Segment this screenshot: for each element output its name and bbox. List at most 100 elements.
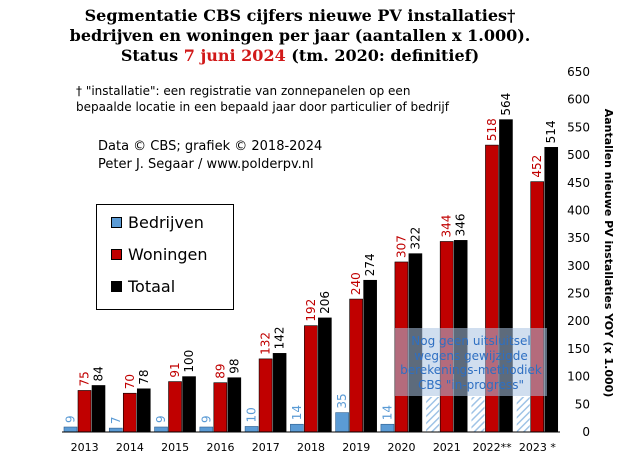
footnote-line-2: bepaalde locatie in een bepaald jaar doo… — [76, 100, 449, 114]
data-label-woningen-2022**: 518 — [485, 118, 499, 141]
x-tick-label-2022**: 2022** — [473, 441, 512, 454]
credit-line-1: Data © CBS; grafiek © 2018-2024 — [98, 139, 323, 154]
bar-totaal-2017 — [272, 353, 287, 433]
legend-swatch-bedrijven — [111, 217, 122, 228]
bar-bedrijven-2022**-unknown — [471, 397, 485, 432]
data-label-totaal-2021: 346 — [454, 213, 468, 236]
data-label-totaal-2022**: 564 — [499, 93, 513, 116]
y-tick-label-100: 100 — [567, 370, 590, 384]
bar-woningen-2015 — [168, 381, 182, 433]
chart-legend: Bedrijven Woningen Totaal — [96, 204, 234, 310]
bar-bedrijven-2019 — [335, 412, 349, 433]
data-label-bedrijven-2014: 7 — [109, 416, 123, 424]
data-label-woningen-2014: 70 — [123, 374, 137, 389]
bar-woningen-2018 — [304, 325, 318, 433]
bar-woningen-2014 — [122, 392, 137, 433]
legend-item-totaal: Totaal — [111, 277, 175, 296]
bar-totaal-2013 — [91, 385, 106, 433]
y-tick-label-400: 400 — [567, 203, 590, 217]
bar-bedrijven-2014 — [108, 427, 123, 433]
y-tick-label-600: 600 — [567, 93, 590, 107]
legend-item-woningen: Woningen — [111, 245, 208, 264]
legend-item-bedrijven: Bedrijven — [111, 213, 204, 232]
data-label-woningen-2021: 344 — [440, 215, 454, 238]
data-label-bedrijven-2015: 9 — [154, 415, 168, 423]
data-label-totaal-2013: 84 — [92, 366, 106, 381]
x-tick-label-2023 *: 2023 * — [519, 441, 556, 454]
bar-woningen-2019 — [349, 298, 363, 433]
y-tick-label-50: 50 — [575, 397, 590, 411]
chart-title-line-1: Segmentatie CBS cijfers nieuwe PV instal… — [84, 6, 516, 25]
data-label-totaal-2019: 274 — [363, 253, 377, 276]
legend-label-totaal: Totaal — [128, 277, 176, 296]
data-label-totaal-2015: 100 — [182, 350, 196, 373]
x-tick-label-2017: 2017 — [252, 441, 280, 454]
x-tick-label-2020: 2020 — [388, 441, 416, 454]
notice-line-4: CBS "in-progress" — [418, 377, 524, 392]
data-label-bedrijven-2018: 14 — [290, 405, 304, 420]
data-label-woningen-2020: 307 — [394, 235, 408, 258]
data-label-totaal-2014: 78 — [137, 370, 151, 385]
bar-bedrijven-2021-unknown — [426, 397, 440, 432]
title-status-date: 7 juni 2024 — [183, 46, 286, 65]
in-progress-notice: Nog geen uitsluitsel wegens gewijzigde b… — [395, 328, 547, 396]
notice-line-2: wegens gewijzigde — [414, 348, 528, 363]
data-label-bedrijven-2019: 35 — [335, 393, 349, 408]
title-status-suffix: (tm. 2020: definitief) — [291, 46, 480, 65]
bar-totaal-2015 — [182, 376, 196, 433]
y-tick-label-550: 550 — [567, 120, 590, 134]
data-label-woningen-2013: 75 — [78, 371, 92, 386]
bar-bedrijven-2016 — [199, 426, 214, 433]
bar-bedrijven-2013 — [63, 426, 78, 433]
x-tick-label-2016: 2016 — [206, 441, 234, 454]
bar-bedrijven-2023 *-unknown — [516, 397, 530, 432]
bar-bedrijven-2020 — [380, 423, 395, 433]
data-label-totaal-2016: 98 — [227, 358, 241, 373]
x-tick-label-2013: 2013 — [71, 441, 99, 454]
data-label-woningen-2018: 192 — [304, 299, 318, 322]
legend-swatch-woningen — [111, 249, 122, 260]
legend-label-woningen: Woningen — [128, 245, 208, 264]
bar-totaal-2019 — [363, 279, 377, 433]
data-label-bedrijven-2017: 10 — [245, 407, 259, 422]
legend-label-bedrijven: Bedrijven — [128, 213, 204, 232]
legend-swatch-totaal — [111, 281, 122, 292]
credit-line-2: Peter J. Segaar / www.polderpv.nl — [98, 157, 314, 172]
y-tick-label-150: 150 — [567, 342, 590, 356]
footnote-line-1: † "installatie": een registratie van zon… — [76, 84, 411, 98]
data-label-totaal-2020: 322 — [408, 227, 422, 250]
y-tick-label-0: 0 — [582, 425, 590, 439]
chart-title-line-3: Status 7 juni 2024 (tm. 2020: definitief… — [0, 46, 600, 65]
x-tick-label-2019: 2019 — [342, 441, 370, 454]
y-tick-label-300: 300 — [567, 259, 590, 273]
bars-layer — [63, 119, 559, 433]
data-label-woningen-2015: 91 — [168, 362, 182, 377]
title-status-prefix: Status — [120, 46, 179, 65]
data-label-woningen-2016: 89 — [213, 363, 227, 378]
y-tick-label-650: 650 — [567, 65, 590, 79]
data-label-woningen-2017: 132 — [259, 332, 273, 355]
bar-woningen-2013 — [77, 390, 92, 433]
y-tick-label-200: 200 — [567, 314, 590, 328]
data-label-totaal-2023 *: 514 — [544, 120, 558, 143]
notice-line-3: berekenings-methodiek — [400, 363, 542, 377]
data-labels-layer: 9 75 84 7 70 78 9 91 100 9 89 98 10 132 142 14 192 206 35 2… — [64, 93, 559, 424]
notice-line-1: Nog geen uitsluitsel — [411, 334, 531, 348]
bar-bedrijven-2015 — [154, 426, 168, 433]
chart-title-line-2: bedrijven en woningen per jaar (aantalle… — [69, 26, 531, 45]
y-tick-label-500: 500 — [567, 148, 590, 162]
bar-bedrijven-2017 — [244, 426, 259, 433]
x-tick-label-2015: 2015 — [161, 441, 189, 454]
data-label-bedrijven-2013: 9 — [64, 415, 78, 423]
y-tick-label-250: 250 — [567, 287, 590, 301]
bar-bedrijven-2018 — [290, 423, 304, 433]
x-tick-label-2021: 2021 — [433, 441, 461, 454]
bar-totaal-2016 — [227, 377, 242, 433]
data-label-bedrijven-2016: 9 — [199, 415, 213, 423]
bar-totaal-2018 — [318, 317, 332, 433]
y-tick-label-450: 450 — [567, 176, 590, 190]
bar-totaal-2014 — [136, 388, 151, 433]
data-label-woningen-2019: 240 — [349, 272, 363, 295]
data-label-bedrijven-2020: 14 — [380, 405, 394, 420]
y-axis-label: Aantallen nieuwe PV installaties YOY (x … — [602, 108, 615, 398]
